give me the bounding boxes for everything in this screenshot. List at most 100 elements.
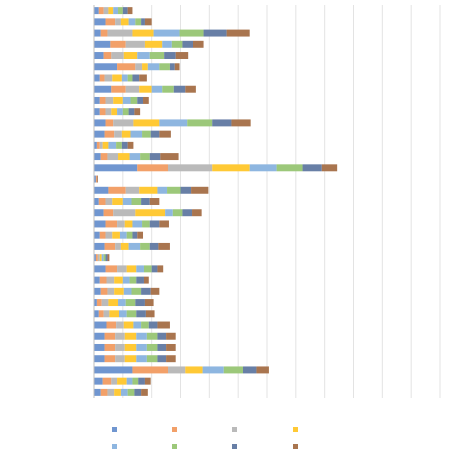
bar-segment-series-6 [135,18,142,26]
bar-segment-series-5 [249,164,277,172]
bar-segment-series-2 [96,299,102,307]
bar-segment-series-4 [124,355,137,363]
bar-segment-series-1 [94,18,106,26]
bar-segment-series-4 [108,299,119,307]
bar-segment-series-7 [149,220,160,228]
bar-segment-series-6 [127,388,135,396]
bar-segment-series-7 [122,7,128,15]
bar-segment-series-6 [142,130,151,138]
bar-segment-series-2 [99,276,107,284]
bar-segment-series-6 [142,220,150,228]
bar-segment-series-2 [95,254,98,262]
bar-segment-series-8 [127,7,133,15]
bar-segment-series-1 [94,231,100,239]
bar-segment-series-1 [94,108,100,116]
bar-segment-series-6 [126,231,133,239]
bar-segment-series-4 [120,242,129,250]
bar-segment-series-4 [124,220,133,228]
bar-segment-series-6 [159,63,170,71]
bar-segment-series-6 [132,377,139,385]
bar-segment-series-5 [136,332,147,340]
bar-segment-series-4 [124,332,137,340]
bar-segment-series-5 [123,287,132,295]
bar-segment-series-2 [99,74,105,82]
bar-segment-series-8 [226,29,250,37]
bar-segment-series-3 [168,164,213,172]
bar-segment-series-2 [96,141,100,149]
bar-segment-series-1 [94,343,105,351]
bar-segment-series-8 [256,366,269,374]
bar-segment-series-2 [104,130,115,138]
bar-segment-series-2 [95,175,97,183]
bar-segment-series-5 [147,63,160,71]
bar-segment-series-3 [107,287,115,295]
bar-segment-series-6 [118,7,123,15]
bar-segment-series-7 [121,141,128,149]
bar-segment-series-3 [106,276,115,284]
bar-segment-series-1 [94,321,107,329]
bar-segment-series-2 [103,52,112,60]
bar-segment-series-2 [132,366,169,374]
bar-segment-series-5 [130,130,143,138]
bar-segment-series-2 [137,164,169,172]
bar-segment-series-3 [114,130,122,138]
bar-segment-series-7 [182,209,193,217]
bar-segment-series-4 [114,287,124,295]
bar-segment-series-8 [134,108,141,116]
bar-segment-series-6 [179,29,204,37]
bar-segment-series-8 [96,175,98,183]
bar-segment-series-8 [174,63,180,71]
bar-segment-series-5 [132,220,143,228]
bar-segment-series-2 [105,18,116,26]
bar-segment-series-7 [212,119,232,127]
bar-segment-series-6 [171,40,183,48]
bar-segment-series-5 [128,18,136,26]
bar-segment-series-4 [121,130,131,138]
bar-segment-series-8 [166,355,176,363]
bar-segment-series-1 [94,164,138,172]
bar-segment-series-1 [94,96,100,104]
bar-segment-series-4 [109,310,119,318]
bar-segment-series-3 [103,7,109,15]
bar-segment-series-8 [166,343,176,351]
bar-segment-series-2 [105,265,118,273]
bar-segment-series-1 [94,299,97,307]
bar-segment-series-4 [108,7,114,15]
bar-segment-series-1 [94,355,105,363]
bar-segment-series-3 [125,40,145,48]
bar-segment-series-7 [137,96,144,104]
bar-segment-series-4 [112,198,123,205]
bar-segment-series-5 [119,231,127,239]
bar-segment-series-7 [141,18,145,26]
bar-segment-series-7 [105,254,108,262]
bar-segment-series-4 [124,343,137,351]
bar-segment-series-7 [150,130,160,138]
bar-segment-series-8 [137,231,144,239]
gridlines [122,5,441,398]
bar-segment-series-5 [128,242,141,250]
bar-segment-series-4 [111,108,118,116]
bar-segment-series-5 [153,29,180,37]
legend-swatch-series-2 [172,427,177,432]
bar-segment-series-4 [123,321,134,329]
bar-segment-series-5 [165,209,173,217]
bar-segment-series-8 [149,198,160,205]
bar-segment-series-8 [160,153,179,161]
bar-segment-series-2 [99,108,106,116]
bar-segment-series-8 [321,164,338,172]
bar-segment-series-6 [146,343,158,351]
bar-segment-series-3 [97,254,100,262]
bar-segment-series-5 [126,377,133,385]
bar-segment-series-2 [99,231,106,239]
bar-segment-series-4 [132,29,154,37]
bar-segment-series-4 [118,153,130,161]
bar-segment-series-4 [99,254,102,262]
bar-segment-series-7 [157,343,167,351]
bar-segment-series-6 [122,108,129,116]
bar-segment-series-2 [98,7,104,15]
bar-segment-series-2 [98,310,104,318]
bar-segment-series-2 [102,377,112,385]
bar-segment-series-7 [157,355,167,363]
bar-segment-series-3 [101,299,109,307]
